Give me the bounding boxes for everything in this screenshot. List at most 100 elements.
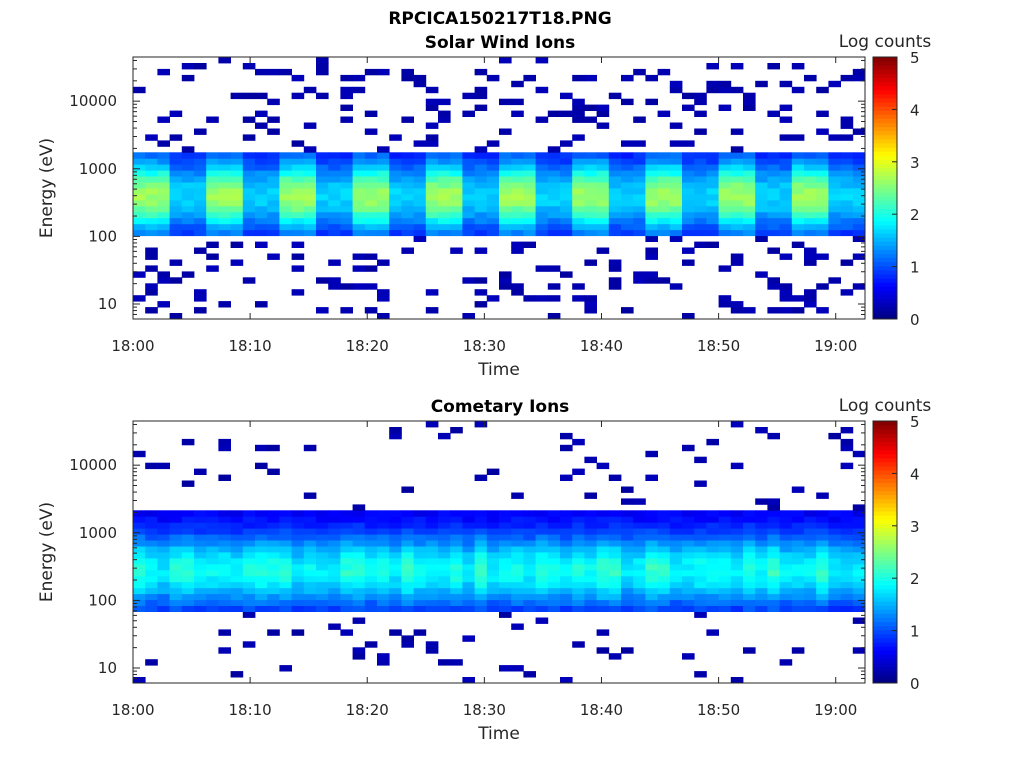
heatmap-cell <box>328 259 341 266</box>
heatmap-cell <box>816 522 829 529</box>
heatmap-cell <box>352 205 366 213</box>
heatmap-cell <box>621 569 634 577</box>
colorbar-step <box>873 274 897 279</box>
heatmap-cell <box>694 170 707 177</box>
heatmap-cell <box>804 599 817 606</box>
heatmap-cell <box>852 223 866 231</box>
heatmap-cell <box>804 563 817 571</box>
heatmap-cell <box>755 540 768 547</box>
heatmap-cell <box>218 528 231 535</box>
heatmap-cell <box>706 558 719 565</box>
colorbar-step <box>873 421 897 426</box>
heatmap-cell <box>657 158 671 165</box>
colorbar-step <box>873 233 897 238</box>
heatmap-cell <box>291 182 305 189</box>
heatmap-cell <box>718 528 732 535</box>
heatmap-cell <box>706 241 719 248</box>
heatmap-cell <box>499 170 512 177</box>
heatmap-cell <box>255 110 268 117</box>
colorbar-step <box>873 89 897 95</box>
heatmap-cell <box>242 558 256 565</box>
heatmap-cell <box>584 599 597 606</box>
heatmap-cell <box>560 92 573 100</box>
heatmap-cell <box>779 80 793 88</box>
heatmap-cell <box>767 599 780 606</box>
heatmap-cell <box>450 427 463 434</box>
heatmap-cell <box>828 229 841 237</box>
heatmap-cell <box>633 552 646 559</box>
heatmap-cell <box>486 211 500 219</box>
heatmap-cell <box>218 522 231 529</box>
heatmap-cell <box>718 563 732 571</box>
heatmap-cell <box>352 617 366 624</box>
heatmap-cell <box>657 68 671 76</box>
heatmap-cell <box>291 241 305 248</box>
colorbar-tick-label: 2 <box>910 206 920 224</box>
heatmap-cell <box>157 277 170 284</box>
heatmap-cell <box>255 176 268 183</box>
heatmap-cell <box>413 629 427 636</box>
heatmap-cell <box>657 510 671 517</box>
heatmap-cell <box>352 575 366 583</box>
heatmap-cell <box>560 223 573 231</box>
heatmap-cell <box>206 552 219 559</box>
heatmap-cell <box>669 194 683 201</box>
heatmap-cell <box>560 581 573 589</box>
heatmap-cell <box>608 217 622 225</box>
heatmap-cell <box>328 534 341 541</box>
heatmap-cell <box>584 223 597 231</box>
heatmap-cell <box>377 182 390 189</box>
x-tick-label: 18:50 <box>697 337 740 355</box>
heatmap-cell <box>584 528 597 535</box>
heatmap-cell <box>852 599 866 606</box>
heatmap-cell <box>657 152 671 159</box>
heatmap-cell <box>486 229 500 237</box>
heatmap-cell <box>145 134 158 141</box>
colorbar-step <box>873 678 897 684</box>
heatmap-cell <box>413 170 427 177</box>
heatmap-cell <box>816 211 829 219</box>
heatmap-cell <box>535 164 549 171</box>
heatmap-cell <box>230 176 244 183</box>
heatmap-cell <box>743 581 756 589</box>
heatmap-cell <box>438 659 451 666</box>
colorbar-step <box>873 650 897 655</box>
heatmap-cell <box>645 176 658 183</box>
heatmap-cell <box>255 241 268 248</box>
heatmap-cell <box>511 110 524 117</box>
heatmap-cell <box>804 558 817 565</box>
heatmap-cell <box>169 152 183 159</box>
heatmap-cell <box>401 170 414 177</box>
heatmap-cell <box>584 104 597 111</box>
heatmap-cell <box>145 247 158 254</box>
heatmap-cell <box>547 587 561 595</box>
heatmap-cell <box>584 492 597 499</box>
heatmap-cell <box>608 205 622 213</box>
heatmap-cell <box>474 516 488 523</box>
heatmap-cell <box>779 581 793 589</box>
heatmap-cell <box>328 581 341 589</box>
heatmap-cell <box>535 587 549 595</box>
heatmap-cell <box>840 116 854 123</box>
heatmap-cell <box>328 599 341 606</box>
colorbar-step <box>873 519 897 524</box>
heatmap-cell <box>255 569 268 577</box>
heatmap-cell <box>596 247 610 254</box>
heatmap-cell <box>316 176 329 183</box>
heatmap-cell <box>425 569 439 577</box>
colorbar-step <box>873 208 897 214</box>
heatmap-cell <box>340 229 353 237</box>
heatmap-cell <box>377 223 390 231</box>
heatmap-cell <box>157 534 170 541</box>
heatmap-cell <box>218 217 231 225</box>
colorbar-step <box>873 126 897 132</box>
heatmap-cell <box>608 587 622 595</box>
colorbar-step <box>873 605 897 610</box>
heatmap-cell <box>145 170 158 177</box>
heatmap-cell <box>547 563 561 571</box>
heatmap-cell <box>840 575 854 583</box>
heatmap-cell <box>572 188 585 195</box>
heatmap-cell <box>486 528 500 535</box>
heatmap-cell <box>352 170 366 177</box>
heatmap-cell <box>669 205 683 213</box>
